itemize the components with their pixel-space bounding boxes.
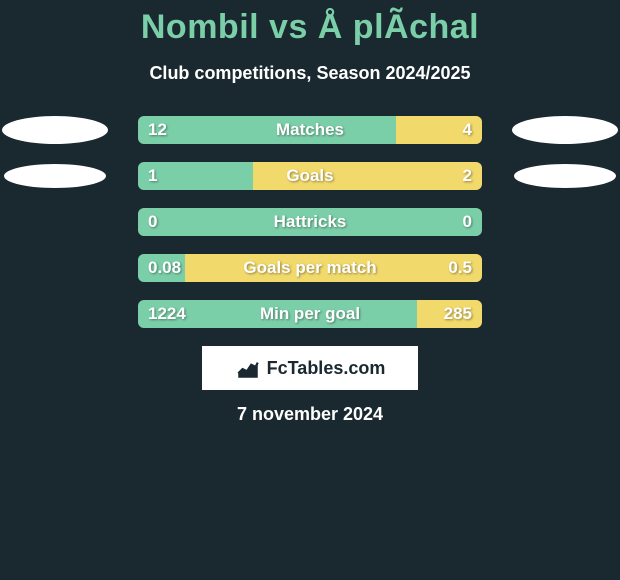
ellipse-right — [512, 116, 618, 144]
bar-value-right: 4 — [463, 116, 472, 144]
stat-bar: 12 Matches 4 — [138, 116, 482, 144]
stat-bar: 0.08 Goals per match 0.5 — [138, 254, 482, 282]
bar-label: Goals — [286, 162, 333, 190]
date-text: 7 november 2024 — [237, 404, 383, 425]
bar-value-left: 12 — [148, 116, 167, 144]
bar-value-right: 2 — [463, 162, 472, 190]
bar-label: Hattricks — [274, 208, 347, 236]
brand-text: FcTables.com — [267, 358, 386, 379]
bar-value-left: 1224 — [148, 300, 186, 328]
bar-value-right: 285 — [444, 300, 472, 328]
brand-box[interactable]: FcTables.com — [202, 346, 418, 390]
ellipse-left — [2, 116, 108, 144]
bar-left-segment — [138, 116, 396, 144]
bar-value-right: 0 — [463, 208, 472, 236]
bar-value-left: 0.08 — [148, 254, 181, 282]
bar-value-left: 1 — [148, 162, 157, 190]
page-title: Nombil vs Å plÃchal — [141, 8, 479, 47]
bar-label: Matches — [276, 116, 344, 144]
stat-row: 12 Matches 4 — [0, 116, 620, 144]
stat-bar: 1224 Min per goal 285 — [138, 300, 482, 328]
chart-icon — [235, 355, 261, 381]
stat-row: 0.08 Goals per match 0.5 — [0, 254, 620, 282]
container: Nombil vs Å plÃchal Club competitions, S… — [0, 0, 620, 433]
bar-value-left: 0 — [148, 208, 157, 236]
stat-bar: 0 Hattricks 0 — [138, 208, 482, 236]
subtitle: Club competitions, Season 2024/2025 — [149, 63, 470, 84]
ellipse-right — [514, 164, 616, 188]
ellipse-left — [4, 164, 106, 188]
bar-label: Min per goal — [260, 300, 360, 328]
stat-row: 1 Goals 2 — [0, 162, 620, 190]
stats-area: 12 Matches 4 1 Goals 2 0 Hattricks 0 0.08 Goals pe… — [0, 116, 620, 328]
bar-label: Goals per match — [243, 254, 376, 282]
stat-row: 1224 Min per goal 285 — [0, 300, 620, 328]
bar-value-right: 0.5 — [448, 254, 472, 282]
stat-bar: 1 Goals 2 — [138, 162, 482, 190]
stat-row: 0 Hattricks 0 — [0, 208, 620, 236]
